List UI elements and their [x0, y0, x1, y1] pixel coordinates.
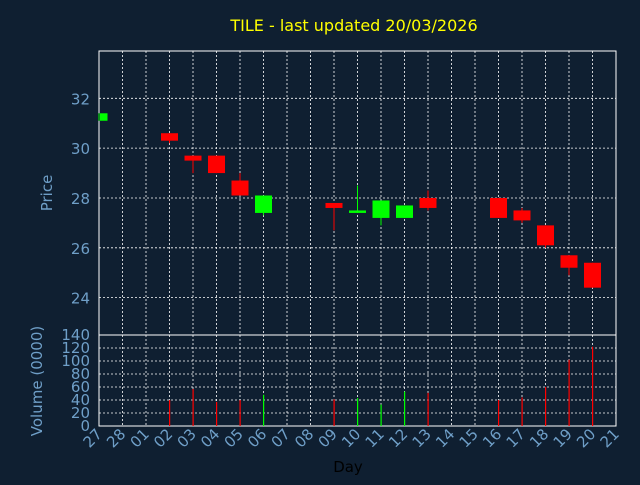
x-tick-label: 11: [362, 425, 388, 451]
x-tick-label: 19: [550, 425, 576, 451]
volume-bar: [239, 400, 241, 426]
x-tick-label: 09: [315, 425, 341, 451]
x-tick-label: 13: [409, 425, 435, 451]
candle: [537, 225, 554, 248]
volume-bar: [545, 387, 547, 426]
candle-body: [396, 205, 413, 218]
price-tick-label: 28: [71, 190, 90, 208]
candle: [372, 200, 390, 226]
volume-bar: [216, 401, 218, 426]
chart-title: TILE - last updated 20/03/2026: [229, 16, 477, 35]
price-tick-label: 26: [71, 240, 90, 258]
volume-bar: [263, 394, 265, 426]
candle-body: [537, 225, 554, 246]
volume-bar: [357, 398, 359, 426]
candle: [584, 262, 601, 288]
x-tick-label: 07: [268, 425, 294, 451]
x-tick-label: 15: [456, 425, 482, 451]
x-tick-label: 04: [197, 425, 223, 451]
candle: [490, 197, 507, 218]
candle: [98, 113, 108, 121]
candle: [513, 207, 531, 223]
x-tick-label: 02: [150, 425, 176, 451]
candle: [208, 155, 225, 174]
candle-body: [419, 197, 437, 208]
volume-bar: [568, 359, 570, 426]
candle-body: [325, 202, 343, 208]
volume-axis-label: Volume (0000): [28, 326, 46, 436]
volume-bar: [404, 391, 406, 426]
x-axis-label: Day: [333, 458, 363, 476]
x-tick-label: 12: [385, 425, 411, 451]
volume-bar: [427, 392, 429, 426]
candle-body: [161, 133, 178, 141]
candle-body: [255, 195, 272, 213]
candle: [396, 205, 413, 218]
x-tick-label: 08: [291, 425, 317, 451]
volume-bar: [380, 404, 382, 426]
volume-bar: [333, 399, 335, 426]
candle: [349, 185, 366, 213]
volume-panel: 0204060801001201402728010203040506070809…: [61, 326, 622, 451]
candle-body: [560, 255, 578, 268]
x-tick-label: 06: [244, 425, 270, 451]
volume-tick-label: 20: [71, 404, 90, 422]
candle-body: [513, 210, 531, 221]
x-tick-label: 05: [221, 425, 247, 451]
candle: [231, 173, 249, 196]
x-tick-label: 21: [597, 425, 623, 451]
candle-body: [184, 155, 202, 161]
x-tick-label: 17: [503, 425, 529, 451]
x-tick-label: 10: [338, 425, 364, 451]
x-tick-label: 01: [127, 425, 153, 451]
candle: [419, 190, 437, 211]
volume-tick-label: 60: [71, 378, 90, 396]
volume-tick-label: 100: [61, 352, 90, 370]
candle-body: [584, 262, 601, 288]
candle: [325, 202, 343, 231]
volume-tick-label: 120: [61, 339, 90, 357]
candle-body: [490, 197, 507, 218]
candle: [255, 195, 272, 216]
candle: [560, 255, 578, 276]
x-tick-label: 20: [573, 425, 599, 451]
candle: [184, 155, 202, 174]
volume-tick-label: 0: [80, 417, 90, 435]
volume-tick-label: 140: [61, 326, 90, 344]
volume-bar: [169, 400, 171, 426]
volume-bar: [498, 400, 500, 426]
candle-body: [208, 155, 225, 174]
volume-bar: [521, 397, 523, 426]
volume-bar: [192, 388, 194, 426]
candle-body: [349, 210, 366, 213]
price-axis-label: Price: [38, 175, 56, 212]
x-tick-label: 18: [526, 425, 552, 451]
price-tick-label: 24: [71, 290, 90, 308]
candle-body: [372, 200, 390, 218]
candle-body: [231, 180, 249, 196]
price-panel: 24 26 28 30 32: [71, 50, 617, 336]
price-tick-label: 32: [71, 90, 90, 108]
price-tick-label: 30: [71, 140, 90, 158]
candle: [161, 133, 178, 144]
x-tick-label: 16: [479, 425, 505, 451]
x-tick-label: 14: [432, 425, 458, 451]
x-tick-label: 28: [103, 425, 129, 451]
volume-bar: [592, 346, 594, 426]
volume-tick-label: 40: [71, 391, 90, 409]
x-tick-label: 03: [174, 425, 200, 451]
candle-body: [100, 113, 108, 121]
volume-tick-label: 80: [71, 365, 90, 383]
